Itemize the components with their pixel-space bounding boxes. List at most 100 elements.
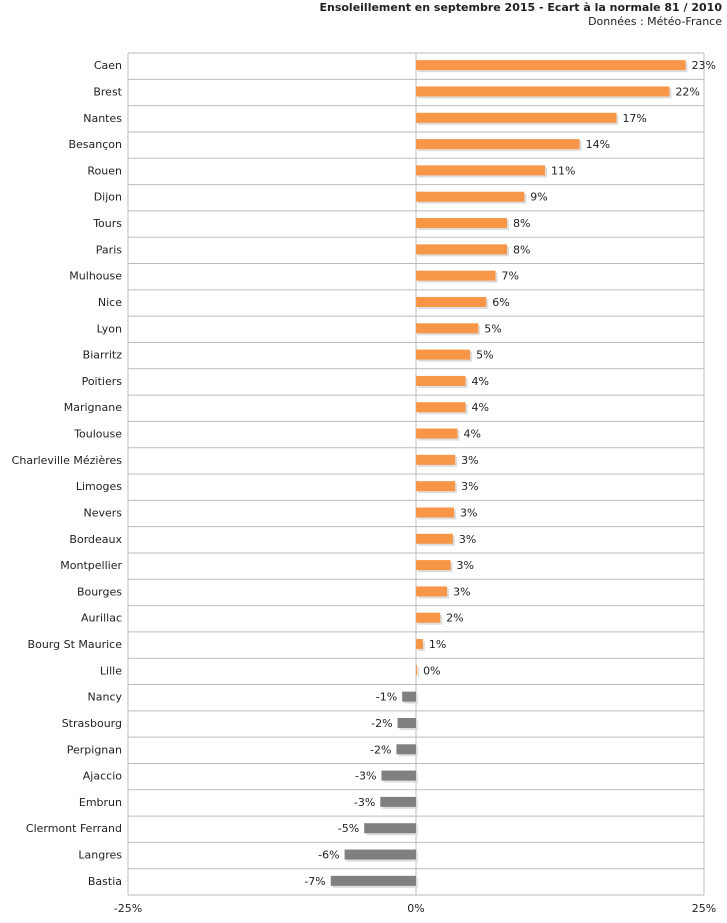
value-label: 23% — [692, 59, 716, 72]
bar — [330, 875, 416, 886]
y-tick-label: Tours — [92, 217, 122, 230]
y-tick-label: Limoges — [76, 480, 122, 493]
bar — [416, 60, 686, 71]
y-tick-label: Ajaccio — [83, 770, 122, 783]
y-tick-label: Bourges — [77, 585, 122, 598]
bar — [416, 139, 580, 150]
y-tick-label: Embrun — [79, 796, 122, 809]
x-tick-label: -25% — [114, 902, 142, 915]
y-tick-label: Dijon — [94, 191, 122, 204]
value-label: 22% — [675, 85, 699, 98]
value-label: 8% — [513, 243, 530, 256]
value-label: 8% — [513, 217, 530, 230]
y-tick-label: Biarritz — [83, 349, 123, 362]
bar — [416, 454, 456, 465]
y-tick-label: Aurillac — [81, 612, 122, 625]
bar — [416, 428, 458, 439]
value-label: 2% — [446, 612, 463, 625]
y-tick-label: Montpellier — [60, 559, 122, 572]
bar — [402, 691, 416, 702]
bar — [380, 796, 416, 807]
y-tick-label: Bastia — [88, 875, 122, 888]
bar — [416, 86, 670, 97]
bar — [416, 533, 453, 544]
value-label: 5% — [476, 349, 493, 362]
y-tick-label: Nevers — [83, 506, 122, 519]
y-tick-label: Lyon — [97, 322, 122, 335]
value-label: 3% — [453, 585, 470, 598]
y-tick-label: Besançon — [68, 138, 122, 151]
bar — [344, 849, 416, 860]
value-label: 17% — [622, 112, 646, 125]
y-tick-label: Bourg St Maurice — [28, 638, 123, 651]
y-tick-label: Brest — [93, 85, 122, 98]
bar — [416, 560, 451, 571]
bar — [416, 244, 508, 255]
value-label: -2% — [371, 717, 392, 730]
bar — [364, 823, 416, 834]
chart-title: Ensoleillement en septembre 2015 - Ecart… — [319, 1, 722, 14]
y-tick-label: Lille — [100, 664, 122, 677]
bar — [416, 349, 471, 360]
value-label: 11% — [551, 164, 575, 177]
bar — [416, 218, 508, 229]
y-tick-label: Clermont Ferrand — [26, 822, 122, 835]
value-label: 9% — [530, 191, 547, 204]
y-tick-label: Langres — [78, 849, 122, 862]
value-label: -5% — [338, 822, 359, 835]
bar — [381, 770, 416, 781]
bar — [416, 507, 455, 518]
value-label: 0% — [423, 664, 440, 677]
bar — [416, 165, 546, 176]
value-label: 3% — [461, 454, 478, 467]
value-label: 6% — [492, 296, 509, 309]
bar-shadow — [418, 667, 420, 678]
x-tick-label: 25% — [692, 902, 716, 915]
y-tick-label: Strasbourg — [62, 717, 122, 730]
value-label: 4% — [472, 401, 489, 414]
value-label: -3% — [354, 796, 375, 809]
value-label: -3% — [355, 770, 376, 783]
y-tick-label: Caen — [94, 59, 122, 72]
value-label: 14% — [586, 138, 610, 151]
value-label: -2% — [370, 743, 391, 756]
y-tick-label: Paris — [96, 243, 122, 256]
bar — [416, 375, 466, 386]
value-label: -6% — [318, 849, 339, 862]
bar — [416, 296, 487, 307]
y-tick-label: Perpignan — [67, 743, 122, 756]
x-tick-label: 0% — [407, 902, 424, 915]
value-label: 7% — [501, 270, 518, 283]
value-label: 4% — [472, 375, 489, 388]
y-tick-label: Nantes — [83, 112, 122, 125]
bar — [416, 323, 479, 334]
bar — [396, 744, 416, 755]
y-tick-label: Marignane — [64, 401, 122, 414]
value-label: -7% — [304, 875, 325, 888]
bar — [397, 717, 416, 728]
value-label: 3% — [457, 559, 474, 572]
value-label: 1% — [429, 638, 446, 651]
y-tick-label: Bordeaux — [69, 533, 122, 546]
value-label: 3% — [460, 506, 477, 519]
y-tick-label: Nancy — [88, 691, 123, 704]
y-tick-label: Rouen — [87, 164, 122, 177]
bar — [416, 481, 456, 492]
value-label: 3% — [461, 480, 478, 493]
bar — [416, 191, 525, 202]
value-label: 3% — [459, 533, 476, 546]
bar — [416, 639, 423, 650]
y-tick-label: Toulouse — [73, 428, 122, 441]
y-tick-label: Poitiers — [82, 375, 123, 388]
bar — [416, 586, 448, 597]
value-label: 5% — [484, 322, 501, 335]
bar — [416, 665, 418, 676]
bar — [416, 402, 466, 413]
bar — [416, 112, 617, 123]
value-label: 4% — [463, 428, 480, 441]
value-label: -1% — [376, 691, 397, 704]
chart-subtitle: Données : Météo-France — [588, 15, 722, 28]
bar — [416, 270, 496, 281]
bar — [416, 612, 441, 623]
